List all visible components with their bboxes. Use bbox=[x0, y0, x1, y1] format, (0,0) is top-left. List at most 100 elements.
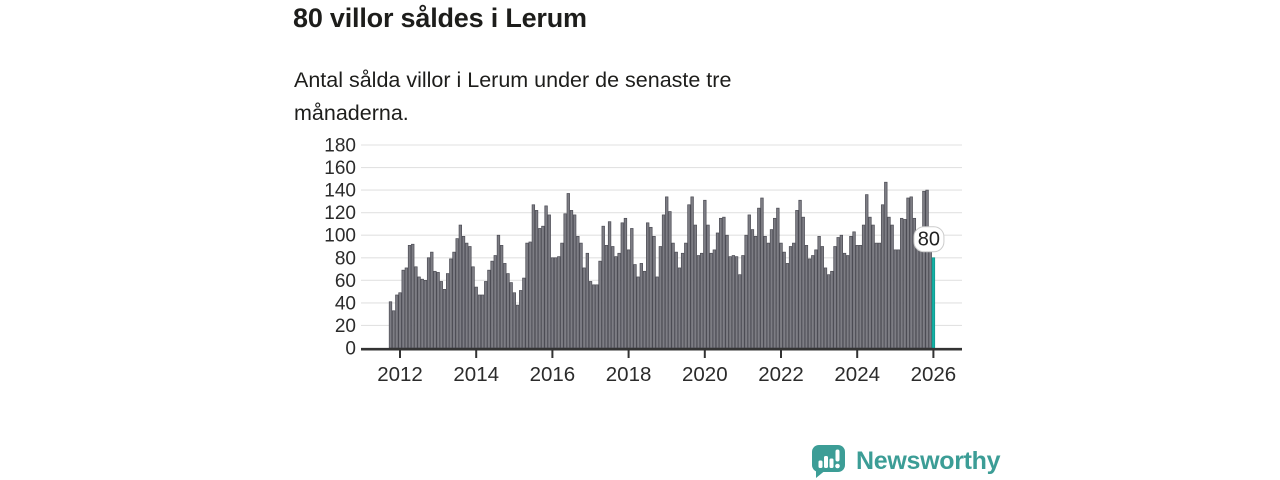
x-axis-label: 2026 bbox=[911, 363, 957, 386]
y-axis-label: 120 bbox=[324, 203, 356, 224]
bar bbox=[611, 246, 615, 349]
bar bbox=[884, 181, 888, 349]
bar bbox=[706, 224, 710, 349]
bar bbox=[779, 242, 783, 349]
bar bbox=[693, 224, 697, 349]
bar bbox=[630, 228, 634, 349]
bar bbox=[865, 194, 869, 349]
bar bbox=[680, 252, 685, 349]
bar bbox=[674, 251, 678, 349]
bar bbox=[852, 231, 856, 349]
bar bbox=[715, 232, 720, 349]
bar bbox=[465, 242, 469, 349]
y-axis-label: 160 bbox=[324, 158, 356, 179]
bar bbox=[776, 207, 780, 349]
bar bbox=[592, 284, 596, 349]
bar bbox=[760, 197, 764, 349]
bar bbox=[915, 242, 920, 349]
bar bbox=[906, 197, 910, 349]
bar bbox=[868, 216, 872, 349]
bar bbox=[839, 234, 843, 349]
x-axis-label: 2014 bbox=[453, 363, 499, 386]
bar bbox=[550, 257, 555, 349]
chart-title: 80 villor såldes i Lerum bbox=[293, 3, 587, 33]
bar bbox=[617, 252, 621, 349]
bar bbox=[725, 234, 729, 349]
bar bbox=[652, 236, 656, 349]
y-axis-label: 80 bbox=[335, 248, 356, 269]
bar bbox=[900, 217, 904, 349]
bar bbox=[588, 281, 593, 349]
bar bbox=[823, 267, 828, 349]
bar bbox=[871, 224, 875, 349]
bar bbox=[493, 255, 497, 349]
bar bbox=[750, 229, 755, 349]
bar bbox=[468, 246, 472, 349]
bar bbox=[919, 245, 923, 349]
newsworthy-logo[interactable]: Newsworthy bbox=[810, 443, 1001, 480]
bar-chart-speech-bubble-icon bbox=[812, 445, 845, 478]
bar bbox=[404, 267, 409, 349]
bar bbox=[684, 242, 688, 349]
bar bbox=[811, 255, 815, 349]
bar bbox=[880, 204, 885, 349]
bar bbox=[893, 249, 897, 349]
x-axis-label: 2024 bbox=[834, 363, 880, 386]
bar bbox=[547, 214, 551, 349]
bar bbox=[423, 279, 428, 349]
bar bbox=[788, 246, 793, 349]
bar bbox=[414, 266, 418, 349]
bar bbox=[585, 252, 589, 349]
x-axis-label: 2016 bbox=[530, 363, 576, 386]
bar bbox=[928, 248, 932, 349]
bar bbox=[515, 304, 520, 349]
bar bbox=[896, 249, 901, 349]
bar bbox=[407, 245, 412, 349]
bar bbox=[842, 252, 847, 349]
bar bbox=[734, 256, 739, 349]
bar bbox=[731, 255, 736, 349]
bar bbox=[461, 236, 466, 349]
bar bbox=[604, 245, 609, 349]
bar bbox=[439, 281, 443, 349]
bar bbox=[541, 225, 545, 349]
bar bbox=[563, 213, 567, 349]
bar bbox=[484, 281, 488, 349]
bar bbox=[690, 196, 694, 349]
bar bbox=[572, 214, 577, 349]
bar bbox=[458, 224, 462, 349]
bar bbox=[553, 257, 558, 349]
bar bbox=[747, 214, 751, 349]
bar bbox=[677, 267, 682, 349]
bar bbox=[512, 292, 516, 349]
y-axis-label: 0 bbox=[345, 339, 356, 360]
bar bbox=[887, 216, 891, 349]
bar bbox=[903, 219, 907, 349]
bar bbox=[773, 217, 777, 349]
highlight-bar bbox=[931, 257, 936, 349]
bar bbox=[569, 210, 574, 349]
bar bbox=[753, 236, 758, 349]
bar bbox=[807, 258, 812, 349]
bar bbox=[452, 251, 456, 349]
bar bbox=[557, 256, 561, 349]
x-axis-label: 2022 bbox=[758, 363, 804, 386]
bar bbox=[858, 245, 863, 349]
y-axis-label: 100 bbox=[324, 226, 356, 247]
bar bbox=[477, 294, 482, 349]
bar bbox=[836, 237, 840, 349]
bar bbox=[757, 207, 761, 349]
x-axis-label: 2018 bbox=[606, 363, 652, 386]
bar bbox=[766, 242, 770, 349]
bar bbox=[499, 245, 504, 349]
newsworthy-logo-text: Newsworthy bbox=[856, 447, 1001, 475]
bar bbox=[922, 190, 926, 349]
bar bbox=[712, 249, 716, 349]
bar bbox=[623, 217, 628, 349]
bar bbox=[699, 252, 704, 349]
bar bbox=[925, 189, 929, 349]
bar bbox=[433, 270, 437, 349]
bar bbox=[436, 272, 440, 349]
bar bbox=[782, 251, 786, 349]
